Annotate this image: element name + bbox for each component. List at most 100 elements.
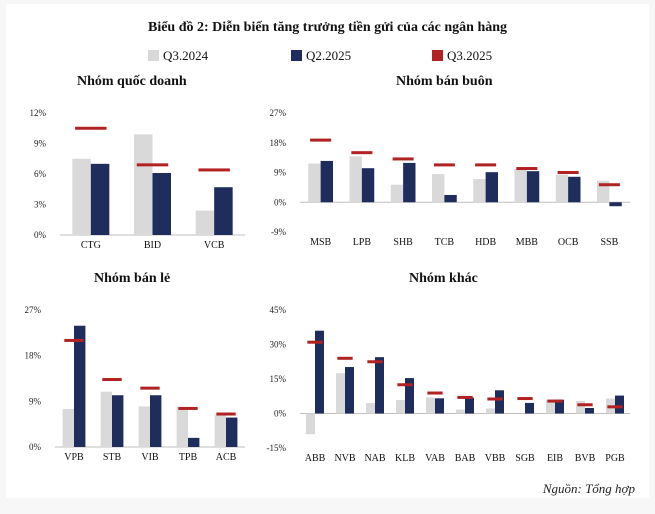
x-category-label: KLB <box>395 453 415 464</box>
panel-title-state: Nhóm quốc doanh <box>77 74 187 89</box>
y-tick-label: -15% <box>267 443 287 453</box>
bar-q3-2024 <box>72 158 91 235</box>
bar-q3-2024 <box>134 134 153 235</box>
y-tick-label: 9% <box>274 168 287 178</box>
marker-q3-2025 <box>547 399 563 403</box>
bar-q3-2024 <box>456 409 465 414</box>
marker-q3-2025 <box>392 157 414 161</box>
legend-label: Q2.2025 <box>306 48 352 63</box>
legend-swatch <box>432 50 443 61</box>
y-tick-label: 0% <box>29 442 42 452</box>
y-tick-label: 9% <box>34 139 47 149</box>
marker-q3-2025 <box>367 360 383 364</box>
bar-q2-2025 <box>585 407 594 414</box>
x-category-label: VCB <box>204 240 225 251</box>
bar-q3-2024 <box>195 210 215 235</box>
marker-q3-2025 <box>598 183 620 187</box>
bar-q3-2024 <box>62 408 74 447</box>
bar-q2-2025 <box>345 367 354 414</box>
x-category-label: LPB <box>353 237 372 248</box>
x-category-label: TCB <box>435 237 455 248</box>
y-tick-label: 0% <box>274 197 287 207</box>
y-tick-label: 0% <box>274 409 287 419</box>
bar-q3-2024 <box>366 403 375 414</box>
marker-q3-2025 <box>136 163 169 167</box>
bar-q3-2024 <box>349 156 362 203</box>
bar-q2-2025 <box>609 202 622 207</box>
x-category-label: BVB <box>575 453 596 464</box>
panel-title-wholesale: Nhóm bán buôn <box>396 74 493 89</box>
marker-q3-2025 <box>577 403 593 407</box>
bar-q3-2024 <box>432 174 445 203</box>
bar-q2-2025 <box>405 378 414 414</box>
bar-q2-2025 <box>555 399 564 414</box>
bar-q3-2024 <box>176 406 188 447</box>
bar-q2-2025 <box>495 390 504 414</box>
bar-q3-2024 <box>546 399 555 414</box>
marker-q3-2025 <box>75 126 107 130</box>
legend-label: Q3.2025 <box>447 48 493 63</box>
legend-swatch <box>148 50 159 61</box>
bar-q2-2025 <box>150 395 162 447</box>
bar-q3-2024 <box>214 415 226 447</box>
marker-q3-2025 <box>351 151 373 155</box>
x-category-label: VIB <box>141 452 159 463</box>
bar-q3-2024 <box>473 179 486 203</box>
marker-q3-2025 <box>433 163 455 167</box>
bar-q2-2025 <box>485 172 498 203</box>
bar-q3-2024 <box>100 391 112 447</box>
x-category-label: NVB <box>334 453 355 464</box>
bar-q3-2024 <box>486 408 495 414</box>
y-tick-label: 6% <box>34 169 47 179</box>
marker-q3-2025 <box>516 167 538 171</box>
marker-q3-2025 <box>216 412 236 416</box>
y-tick-label: 18% <box>25 351 42 361</box>
bar-q3-2024 <box>514 168 527 203</box>
panel-title-other: Nhóm khác <box>409 271 478 286</box>
y-tick-label: 12% <box>30 108 47 118</box>
x-category-label: MSB <box>310 237 331 248</box>
legend-label: Q3.2024 <box>163 48 209 63</box>
bar-q2-2025 <box>361 168 375 203</box>
bar-q2-2025 <box>403 162 416 203</box>
bar-q2-2025 <box>525 402 534 414</box>
bar-q2-2025 <box>226 417 238 447</box>
bar-q2-2025 <box>444 194 457 203</box>
legend-swatch <box>291 50 302 61</box>
source-note: Nguồn: Tổng hợp <box>542 481 635 496</box>
bar-q3-2024 <box>555 174 569 203</box>
x-category-label: ACB <box>216 452 237 463</box>
legend-item-q3-2025: Q3.2025 <box>432 48 492 64</box>
figure-title: Biểu đồ 2: Diễn biến tăng trưởng tiền gử… <box>147 20 508 35</box>
bar-q3-2024 <box>308 163 321 203</box>
x-category-label: BID <box>144 240 161 251</box>
x-category-label: HDB <box>475 237 496 248</box>
x-category-label: NAB <box>364 453 385 464</box>
y-tick-label: 3% <box>34 200 47 210</box>
x-category-label: EIB <box>547 453 563 464</box>
x-category-label: BAB <box>455 453 476 464</box>
bar-q3-2024 <box>336 373 345 414</box>
bar-q3-2024 <box>390 184 404 203</box>
x-category-label: VAB <box>425 453 445 464</box>
marker-q3-2025 <box>487 397 503 401</box>
legend-item-q3-2024: Q3.2024 <box>148 48 208 64</box>
x-category-label: MBB <box>516 237 539 248</box>
legend: Q3.2024 Q2.2025 Q3.2025 <box>0 48 655 64</box>
x-category-label: STB <box>103 452 122 463</box>
y-tick-label: 15% <box>270 374 287 384</box>
bar-q2-2025 <box>375 357 384 414</box>
bar-q2-2025 <box>152 172 171 235</box>
y-tick-label: 30% <box>270 340 287 350</box>
y-tick-label: 27% <box>25 305 42 315</box>
marker-q3-2025 <box>307 340 323 344</box>
bar-q2-2025 <box>568 176 581 203</box>
y-tick-label: 45% <box>270 305 287 315</box>
bar-q3-2024 <box>138 406 150 447</box>
marker-q3-2025 <box>140 386 160 390</box>
x-category-label: VBB <box>485 453 506 464</box>
bar-q2-2025 <box>90 163 110 235</box>
marker-q3-2025 <box>337 356 353 360</box>
